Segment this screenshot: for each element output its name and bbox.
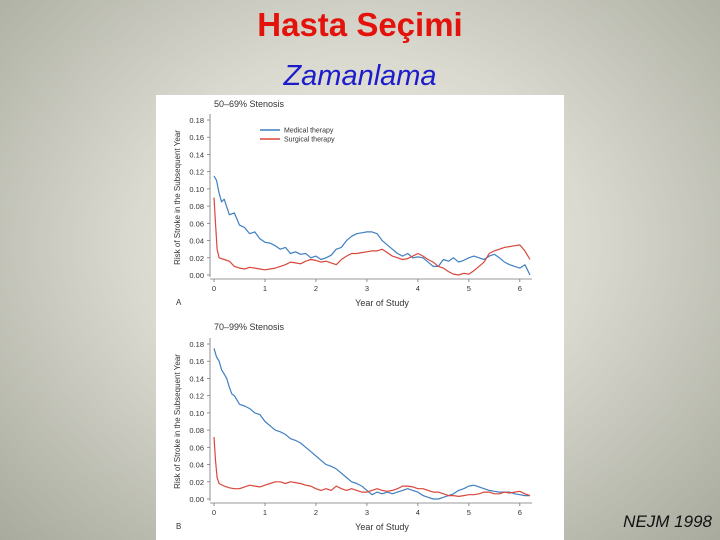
y-tick-label: 0.12 xyxy=(189,392,204,401)
y-tick-label: 0.10 xyxy=(189,409,204,418)
y-tick-label: 0.18 xyxy=(189,116,204,125)
slide-title: Hasta Seçimi xyxy=(257,6,463,43)
y-tick-label: 0.16 xyxy=(189,357,204,366)
x-tick-label: 4 xyxy=(416,508,420,517)
y-tick-label: 0.04 xyxy=(189,237,204,246)
y-tick-label: 0.10 xyxy=(189,185,204,194)
y-tick-label: 0.02 xyxy=(189,254,204,263)
legend-label-surgical-therapy: Surgical therapy xyxy=(284,137,335,144)
y-tick-label: 0.08 xyxy=(189,426,204,435)
stroke-risk-figure: 50–69% Stenosis 0.00 0.02 0.04 0.06 0.08 0.10 0… xyxy=(173,99,532,532)
x-tick-label: 2 xyxy=(314,508,318,517)
x-tick-label: 5 xyxy=(467,284,471,293)
y-axis-label: Risk of Stroke in the Subsequent Year xyxy=(173,130,182,265)
medical-therapy-line xyxy=(213,175,531,276)
x-tick-label: 3 xyxy=(365,284,369,293)
panel-b: 70–99% Stenosis 0.00 0.02 0.04 0.06 0.08 0.10 0… xyxy=(173,322,532,532)
y-tick-label: 0.06 xyxy=(189,443,204,452)
y-tick-label: 0.14 xyxy=(189,374,204,383)
panel-title: 70–99% Stenosis xyxy=(214,322,285,332)
y-tick-label: 0.04 xyxy=(189,461,204,470)
x-tick-label: 5 xyxy=(467,508,471,517)
y-tick-label: 0.16 xyxy=(189,133,204,142)
panel-title: 50–69% Stenosis xyxy=(214,99,285,109)
panel-label: B xyxy=(176,522,181,531)
x-tick-label: 0 xyxy=(212,284,216,293)
x-tick-label: 2 xyxy=(314,284,318,293)
x-tick-label: 4 xyxy=(416,284,420,293)
x-axis-label: Year of Study xyxy=(355,522,409,532)
citation: NEJM 1998 xyxy=(623,512,712,531)
panel-a: 50–69% Stenosis 0.00 0.02 0.04 0.06 0.08 0.10 0… xyxy=(173,99,532,308)
slide-subtitle: Zamanlama xyxy=(283,60,437,92)
x-tick-label: 3 xyxy=(365,508,369,517)
y-tick-label: 0.08 xyxy=(189,202,204,211)
figure-image: 50–69% Stenosis 0.00 0.02 0.04 0.06 0.08 0.10 0… xyxy=(156,95,564,540)
x-tick-label: 1 xyxy=(263,284,267,293)
surgical-therapy-line xyxy=(213,197,531,276)
x-tick-label: 1 xyxy=(263,508,267,517)
y-axis-label: Risk of Stroke in the Subsequent Year xyxy=(173,354,182,489)
medical-therapy-line xyxy=(213,348,530,500)
surgical-therapy-line xyxy=(213,436,531,497)
legend-label-medical-therapy: Medical therapy xyxy=(284,128,334,135)
y-tick-label: 0.14 xyxy=(189,150,204,159)
x-axis-label: Year of Study xyxy=(355,298,409,308)
y-tick-label: 0.02 xyxy=(189,478,204,487)
panel-label: A xyxy=(176,298,182,307)
y-tick-label: 0.18 xyxy=(189,340,204,349)
y-tick-label: 0.00 xyxy=(189,271,204,280)
x-tick-label: 6 xyxy=(518,508,522,517)
y-tick-label: 0.12 xyxy=(189,168,204,177)
x-tick-label: 0 xyxy=(212,508,216,517)
y-tick-label: 0.06 xyxy=(189,219,204,228)
y-tick-label: 0.00 xyxy=(189,495,204,504)
x-tick-label: 6 xyxy=(518,284,522,293)
